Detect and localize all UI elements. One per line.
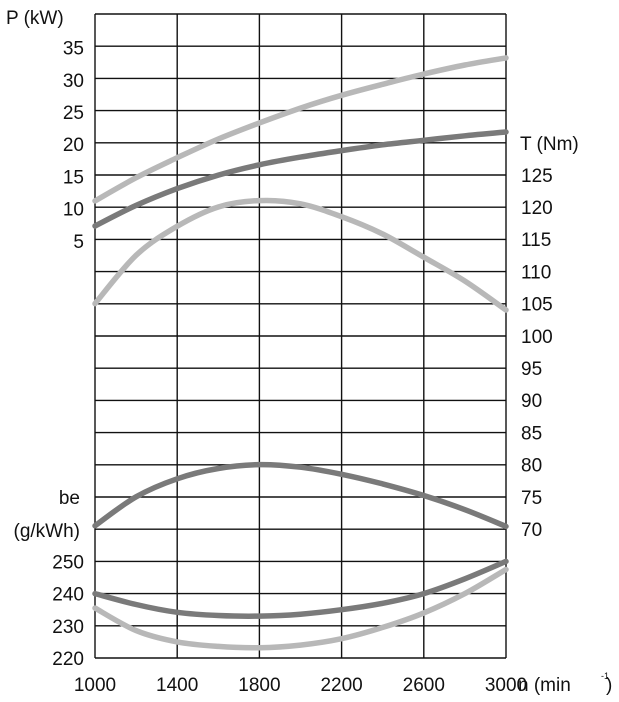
consumption-axis-title-line1: be [59,488,80,509]
x-axis-title-exponent: -1 [601,671,609,681]
power-tick-label: 5 [73,232,84,253]
consumption-tick-label: 250 [52,552,84,573]
torque-curve-2 [92,197,509,313]
consumption-tick-label: 230 [52,617,84,638]
power-curve-1 [92,129,509,229]
torque-tick-label: 80 [521,456,542,477]
power-tick-label: 30 [63,71,84,92]
torque-curve-3 [92,461,509,530]
torque-tick-label: 95 [521,359,542,380]
x-axis-title: n (min [518,675,571,696]
x-tick-label: 3000 [485,675,527,696]
torque-tick-label: 70 [521,520,542,541]
torque-tick-label: 75 [521,488,542,509]
x-axis-title-close-paren: ) [606,675,612,696]
torque-tick-label: 115 [521,230,551,251]
power-curve-0 [92,55,509,204]
consumption-curve-5 [92,566,509,651]
x-tick-label: 2600 [403,675,445,696]
power-tick-label: 35 [63,39,84,60]
torque-tick-label: 105 [521,295,553,316]
power-tick-label: 25 [63,103,84,124]
torque-tick-label: 90 [521,391,542,412]
torque-tick-label: 100 [521,327,553,348]
power-tick-label: 10 [63,200,84,221]
x-tick-label: 1400 [156,675,198,696]
consumption-tick-label: 240 [52,585,84,606]
power-axis-title: P (kW) [6,8,64,29]
consumption-curve-4 [92,558,509,619]
axis-labels: P (kW) T (Nm) be (g/kWh) n (min -1 ) 100… [6,8,612,696]
torque-tick-label: 125 [521,166,553,187]
torque-tick-label: 120 [521,198,553,219]
x-tick-label: 1000 [74,675,116,696]
torque-tick-label: 85 [521,423,542,444]
power-tick-label: 20 [63,135,84,156]
x-tick-label: 1800 [238,675,280,696]
power-tick-label: 15 [63,167,84,188]
torque-axis-title: T (Nm) [520,134,579,155]
consumption-axis-title-line2: (g/kWh) [14,521,81,542]
consumption-tick-label: 220 [52,649,84,670]
torque-tick-label: 110 [521,262,551,283]
grid [94,13,507,659]
x-tick-label: 2200 [320,675,362,696]
series-lines [92,55,509,651]
